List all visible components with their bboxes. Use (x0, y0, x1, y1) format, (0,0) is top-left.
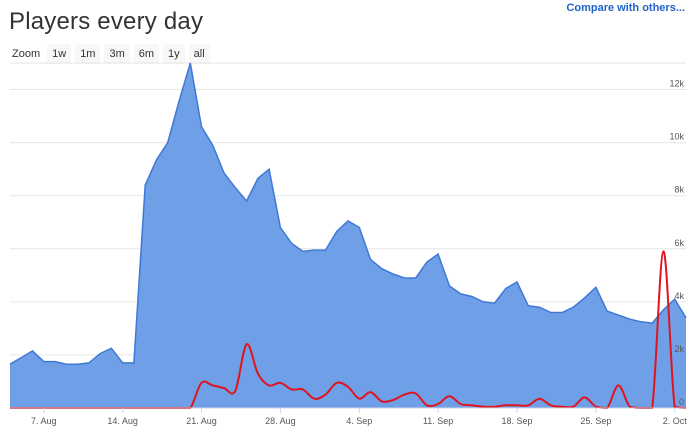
compare-link[interactable]: Compare with others... (566, 2, 685, 14)
zoom-3m-button[interactable]: 3m (104, 44, 130, 64)
x-tick-label: 28. Aug (265, 416, 296, 426)
x-tick-label: 14. Aug (107, 416, 138, 426)
y-tick-label: 2k (674, 344, 684, 354)
x-tick-label: 7. Aug (31, 416, 57, 426)
zoom-1w-button[interactable]: 1w (47, 44, 72, 64)
series-layer (9, 62, 687, 410)
x-tick-label: 21. Aug (186, 416, 217, 426)
x-tick-label: 25. Sep (580, 416, 611, 426)
zoom-1y-button[interactable]: 1y (163, 44, 185, 64)
axis-layer: 0 2k 4k 6k 8k 10k 12k 7. Aug 14. Aug 21. Aug 28. A… (10, 79, 687, 426)
y-tick-label: 6k (674, 238, 684, 248)
zoom-label: Zoom (12, 48, 41, 60)
zoom-all-button[interactable]: all (188, 44, 210, 64)
page-title: Players every day (9, 8, 204, 35)
zoom-6m-button[interactable]: 6m (133, 44, 160, 64)
y-tick-label: 10k (669, 132, 684, 142)
x-tick-label: 11. Sep (423, 416, 453, 426)
zoom-1m-button[interactable]: 1m (75, 44, 101, 64)
y-tick-label: 4k (674, 291, 684, 301)
area-series-line (9, 62, 687, 365)
y-tick-label: 8k (674, 185, 684, 195)
x-tick-label: 4. Sep (346, 416, 372, 426)
zoom-bar: Zoom 1w 1m 3m 6m 1y all (12, 44, 214, 64)
y-tick-label: 12k (669, 79, 684, 89)
x-tick-label: 2. Oct (663, 416, 688, 426)
area-series-fill (10, 63, 686, 408)
x-tick-label: 18. Sep (501, 416, 532, 426)
y-tick-label: 0 (679, 397, 684, 407)
